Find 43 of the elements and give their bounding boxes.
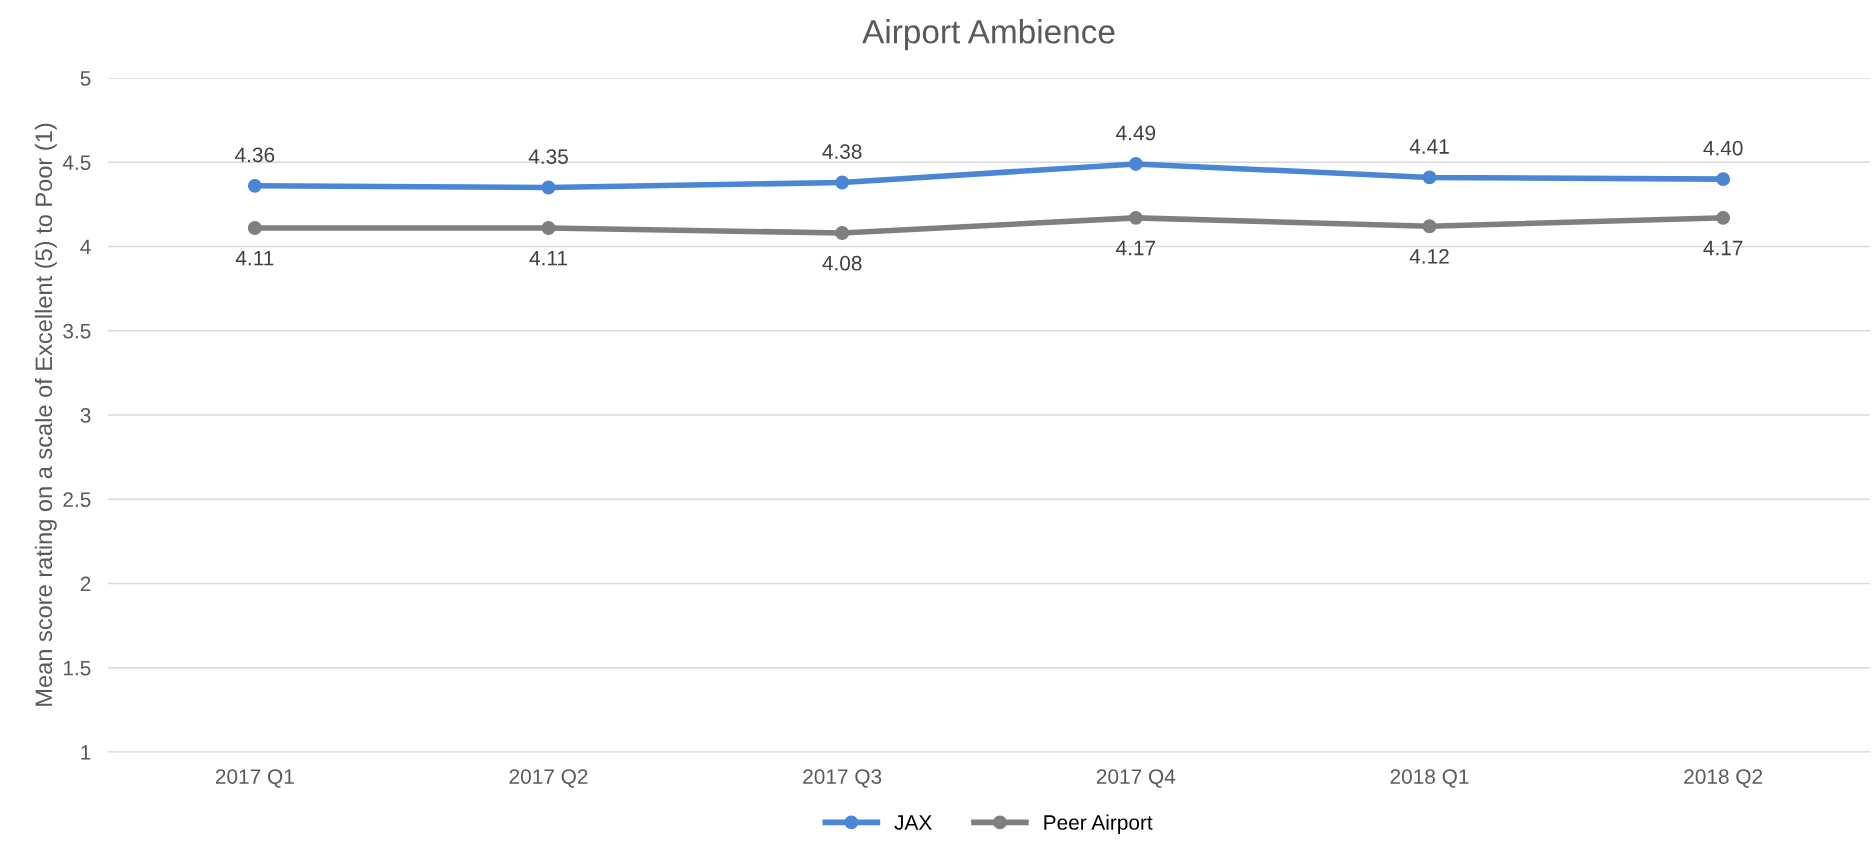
point: [1128, 156, 1143, 171]
data-label: 4.17: [1116, 240, 1156, 256]
x-tick-label: 2017 Q4: [1096, 769, 1176, 788]
legend-label: Peer Airport: [1044, 814, 1153, 834]
x-tick-label: 2017 Q3: [803, 769, 882, 788]
x-tick-label: 2018 Q2: [1684, 769, 1763, 788]
y-tick-label: 1.5: [63, 660, 91, 676]
point: [1422, 219, 1437, 234]
chart-title: Airport Ambience: [862, 19, 1115, 51]
point: [835, 226, 850, 240]
data-label: 4.41: [1409, 139, 1449, 154]
legend-label: JAX: [894, 815, 932, 830]
data-label: 4.40: [1703, 140, 1743, 156]
point: [541, 221, 556, 235]
point: [247, 221, 262, 235]
data-label: 4.35: [528, 149, 568, 164]
y-tick-label: 1: [81, 745, 91, 760]
point: [1128, 210, 1143, 225]
x-tick-label: 2018 Q1: [1390, 769, 1469, 788]
y-tick-label: 4.5: [62, 155, 91, 170]
point: [835, 175, 850, 190]
data-label: 4.49: [1116, 125, 1156, 141]
data-label: 4.08: [822, 255, 862, 271]
data-label: 4.11: [529, 250, 567, 266]
data-label: 4.36: [235, 147, 275, 163]
point: [1422, 170, 1437, 185]
point: [1716, 172, 1731, 187]
point: [247, 178, 262, 193]
y-axis-title: Mean score rating on a scale of Excellent (5) to Poor (1): [34, 123, 57, 706]
data-label: 4.38: [822, 144, 862, 159]
point: [541, 180, 556, 195]
y-tick-label: 2: [80, 576, 91, 592]
data-label: 4.17: [1703, 240, 1743, 256]
data-label: 4.12: [1409, 249, 1449, 264]
point: [1716, 210, 1731, 225]
y-tick-label: 2.5: [63, 492, 91, 507]
y-tick-label: 3.5: [63, 323, 91, 339]
data-label: 4.11: [235, 250, 274, 266]
y-tick-label: 3: [80, 408, 91, 423]
y-tick-label: 5: [80, 71, 91, 86]
x-tick-label: 2017 Q1: [215, 769, 294, 788]
x-tick-label: 2017 Q2: [509, 769, 588, 788]
y-tick-label: 4: [80, 239, 91, 255]
